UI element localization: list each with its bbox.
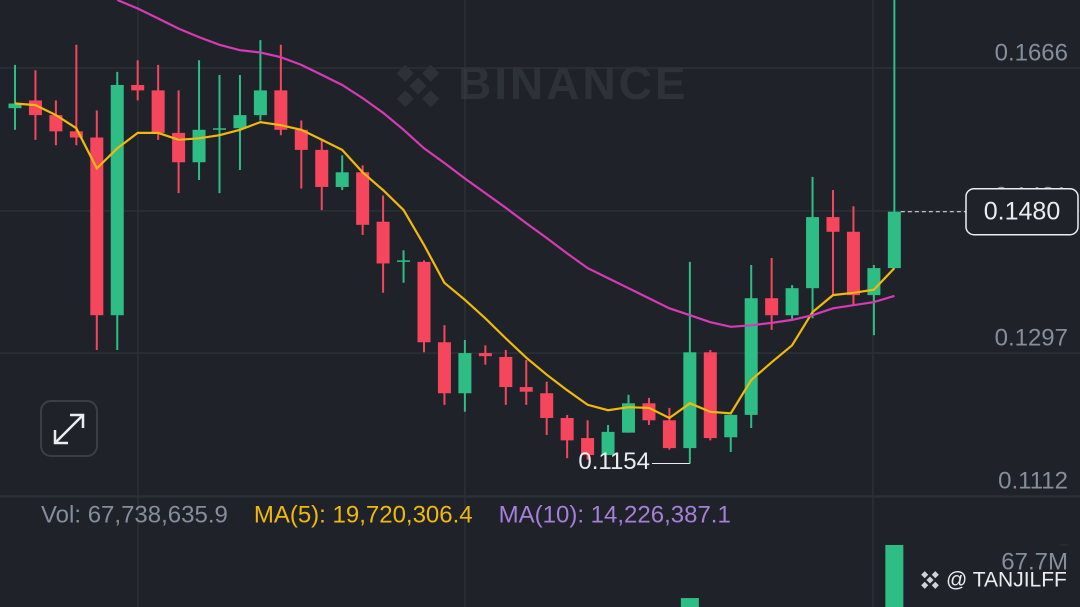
candle-body — [356, 172, 370, 225]
candle-body — [69, 131, 83, 138]
candle-body — [8, 103, 22, 109]
candle-body — [683, 352, 697, 449]
credit: @ TANJILFF — [946, 569, 1067, 592]
candle-body — [233, 115, 247, 129]
ma-line — [14, 102, 896, 420]
candle-body — [724, 414, 738, 438]
candle-body — [826, 217, 840, 232]
candle-body — [213, 128, 226, 130]
candle-body — [192, 129, 206, 163]
candle-body — [499, 356, 513, 388]
y-tick-label: 0.1666 — [995, 39, 1068, 66]
candle-body — [274, 90, 288, 130]
y-tick-label: 0.1112 — [998, 467, 1068, 494]
candle-body — [642, 403, 656, 421]
candle-body — [397, 260, 411, 262]
candle-body — [806, 217, 820, 289]
candle-body — [785, 288, 799, 316]
last-price-label: 0.1480 — [984, 197, 1060, 225]
candle-body — [294, 129, 308, 150]
candle-body — [110, 84, 124, 316]
volume-bar — [885, 544, 904, 607]
candle-body — [437, 342, 451, 394]
candle-body — [765, 298, 779, 316]
candle-body — [601, 431, 615, 456]
expand-button[interactable] — [40, 400, 98, 457]
y-tick-label: 0.1297 — [995, 324, 1068, 351]
low-label: 0.1154 — [578, 448, 650, 475]
candle-body — [49, 115, 63, 132]
watermark: BINANCE — [396, 57, 689, 109]
candle-body — [90, 137, 104, 316]
candle-body — [315, 149, 329, 187]
candle-body — [662, 420, 676, 449]
candle-body — [540, 393, 554, 418]
candle-body — [458, 353, 472, 394]
volume-bar — [680, 598, 699, 607]
last-price-box — [965, 187, 1079, 236]
candle-body — [622, 403, 635, 433]
candle-body — [581, 438, 595, 456]
volume-legend: MA(10): 14,226,387.1 — [499, 501, 731, 528]
ma-line — [116, 0, 895, 328]
watermark-text: BINANCE — [458, 57, 689, 109]
volume-legend: MA(5): 19,720,306.4 — [254, 501, 473, 528]
candle-body — [151, 90, 165, 133]
candle-body — [376, 221, 390, 264]
candle-body — [131, 84, 145, 91]
candle-body — [703, 352, 717, 439]
candle-body — [478, 353, 492, 357]
candle-body — [867, 268, 881, 296]
volume-tick-label: 67.7M — [1001, 548, 1068, 575]
candle-body — [519, 387, 533, 392]
candle-body — [887, 211, 901, 269]
candle-body — [335, 172, 349, 187]
expand-icon — [53, 413, 85, 445]
candle-body — [253, 90, 267, 116]
volume-legend: Vol: 67,738,635.9 — [41, 501, 228, 528]
candle-body — [417, 261, 431, 343]
candle-body — [846, 231, 860, 296]
candle-body — [560, 417, 574, 441]
candle-body — [744, 298, 758, 415]
